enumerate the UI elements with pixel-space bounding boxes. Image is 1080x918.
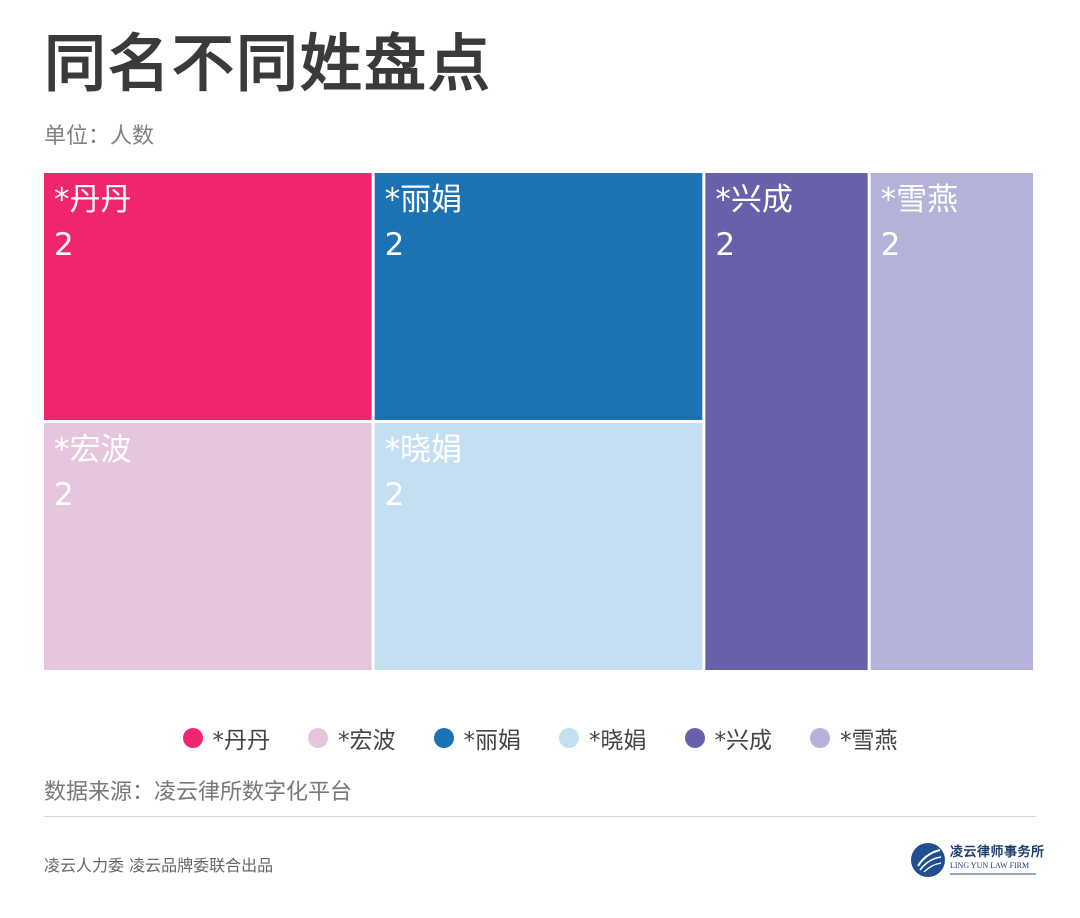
legend-label: *丽娟 <box>463 728 522 754</box>
treemap-tile <box>374 173 703 420</box>
data-source-note: 数据来源：凌云律所数字化平台 <box>44 780 353 805</box>
legend-item: *兴成 <box>684 721 773 755</box>
treemap-tile-value: 2 <box>881 227 901 263</box>
legend-label: *雪燕 <box>840 728 898 754</box>
legend-label: *晓娟 <box>589 728 647 754</box>
logo-underline <box>950 872 1036 875</box>
legend-swatch <box>433 728 454 748</box>
firm-emblem-icon <box>911 843 945 877</box>
legend-label: *兴成 <box>714 728 773 754</box>
legend-label: *宏波 <box>338 728 396 754</box>
treemap-tile <box>374 423 703 670</box>
legend-item: *丹丹 <box>182 721 271 755</box>
treemap-tile <box>44 423 372 670</box>
legend-label: *丹丹 <box>212 728 271 754</box>
treemap-tile-value: 2 <box>54 227 74 263</box>
treemap-tile-value: 2 <box>715 227 735 263</box>
legend-item: *晓娟 <box>559 721 647 755</box>
treemap-tile <box>44 173 372 420</box>
treemap-tile-value: 2 <box>385 477 405 513</box>
legend-item: *宏波 <box>308 721 396 755</box>
legend-swatch <box>684 728 705 748</box>
treemap-tile <box>870 173 1033 670</box>
legend-swatch <box>559 728 579 748</box>
treemap-tile-label: *丹丹 <box>54 182 132 218</box>
chart-subtitle: 单位：人数 <box>44 124 155 149</box>
treemap-tile-label: *晓娟 <box>385 432 463 468</box>
legend-swatch <box>810 728 830 748</box>
chart-legend: *丹丹 *宏波 *丽娟 *晓娟 *兴成 *雪燕 <box>0 721 1080 755</box>
treemap-tile-value: 2 <box>385 227 405 263</box>
treemap-tile <box>705 173 868 670</box>
legend-swatch <box>182 728 203 748</box>
treemap-tile-label: *丽娟 <box>385 182 463 218</box>
logo-english-name: LING YUN LAW FIRM <box>950 860 1030 870</box>
legend-swatch <box>308 728 328 748</box>
treemap-tile-label: *雪燕 <box>881 182 959 218</box>
legend-item: *丽娟 <box>433 721 522 755</box>
footer-divider <box>44 816 1036 817</box>
law-firm-logo: 凌云律师事务所 LING YUN LAW FIRM <box>910 838 1044 882</box>
logo-chinese-name: 凌云律师事务所 <box>950 844 1045 860</box>
chart-title: 同名不同姓盘点 <box>44 27 493 100</box>
treemap-tile-label: *兴成 <box>715 182 793 218</box>
footer-credit: 凌云人力委 凌云品牌委联合出品 <box>44 856 274 875</box>
treemap-tile-label: *宏波 <box>54 432 132 468</box>
legend-item: *雪燕 <box>810 721 898 755</box>
treemap-tile-value: 2 <box>54 477 74 513</box>
